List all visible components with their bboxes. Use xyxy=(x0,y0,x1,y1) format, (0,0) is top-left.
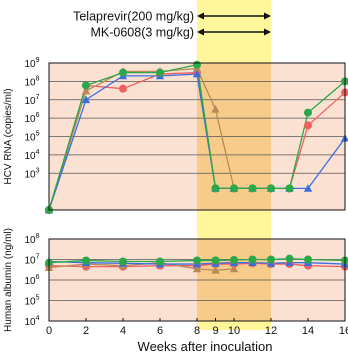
y-tick-label: 107 xyxy=(24,254,39,267)
data-point-orange xyxy=(229,264,239,273)
data-point-green xyxy=(82,81,90,90)
data-point-green xyxy=(156,68,164,77)
treatment-legend: Telaprevir(200 mg/kg) MK-0608(3 mg/kg) xyxy=(73,10,271,40)
x-tick-label: 8 xyxy=(194,325,200,337)
y-tick-label: 107 xyxy=(24,94,39,107)
data-point-orange xyxy=(211,266,220,274)
data-point-green xyxy=(285,254,294,263)
data-point-green xyxy=(211,184,220,193)
data-point-green xyxy=(267,255,275,264)
data-point-blue xyxy=(303,184,313,192)
y-tick-label: 108 xyxy=(24,75,39,88)
arrow-head-left xyxy=(197,12,204,20)
data-point-green xyxy=(193,60,201,69)
x-tick-label: 10 xyxy=(228,325,240,337)
data-point-green xyxy=(119,68,127,77)
data-point-orange xyxy=(192,264,202,273)
data-point-orange xyxy=(211,105,220,113)
y-tick-label: 108 xyxy=(24,233,39,246)
series-line-green xyxy=(48,64,346,211)
y-tick-label: 104 xyxy=(24,149,39,162)
data-point-blue xyxy=(340,134,348,142)
data-point-red xyxy=(119,84,127,93)
treatment-label: Telaprevir(200 mg/kg) xyxy=(73,10,194,24)
top-gridlines xyxy=(49,62,345,174)
y-tick-label: 106 xyxy=(24,274,39,287)
data-point-green xyxy=(248,184,257,193)
arrow-head-right xyxy=(264,12,271,20)
data-point-green xyxy=(304,255,312,264)
data-point-green xyxy=(82,256,90,265)
y-tick-label: 106 xyxy=(24,112,39,125)
data-point-green xyxy=(267,184,275,193)
data-point-green xyxy=(304,108,312,117)
bottom-y-tick-labels: 104 105 106 107 108 xyxy=(24,233,39,328)
data-point-green xyxy=(230,184,238,193)
y-tick-label: 109 xyxy=(24,57,39,70)
top-plot-frame xyxy=(48,62,346,211)
treatment-label: MK-0608(3 mg/kg) xyxy=(90,26,194,40)
arrow-head-right xyxy=(264,28,271,36)
x-tick-label: 14 xyxy=(302,325,314,337)
x-tick-label: 6 xyxy=(157,325,163,337)
data-point-red xyxy=(304,121,312,130)
data-point-green xyxy=(193,256,201,265)
data-point-green xyxy=(285,184,294,193)
x-tick-label: 2 xyxy=(83,325,89,337)
bottom-y-axis-label: Human albumin (ng/ml) xyxy=(3,228,14,332)
y-tick-label: 104 xyxy=(24,315,39,328)
data-point-blue xyxy=(81,95,91,104)
data-point-green xyxy=(119,257,127,266)
top-panel: 103 104 105 106 107 108 109 HCV RNA (copies/ml… xyxy=(3,57,348,214)
data-point-green xyxy=(211,256,220,265)
top-series xyxy=(44,60,348,214)
data-point-green xyxy=(156,257,164,266)
arrow-head-left xyxy=(197,28,204,36)
x-tick-labels: 0 2 4 6 89 10 12 14 16 xyxy=(46,318,348,337)
data-point-blue xyxy=(192,69,202,78)
bottom-plot-frame xyxy=(48,238,346,322)
top-y-tick-labels: 103 104 105 106 107 108 109 xyxy=(24,57,39,180)
data-point-green xyxy=(230,255,238,264)
x-tick-label: 12 xyxy=(265,325,277,337)
data-point-green xyxy=(248,255,257,264)
x-tick-label: 4 xyxy=(120,325,126,337)
x-axis-label: Weeks after inoculation xyxy=(138,339,273,354)
y-tick-label: 103 xyxy=(24,167,39,180)
y-tick-label: 105 xyxy=(24,131,39,144)
bottom-series xyxy=(44,254,348,274)
top-y-axis-label: HCV RNA (copies/ml) xyxy=(3,88,14,184)
x-tick-label: 16 xyxy=(339,325,348,337)
data-point-orange xyxy=(81,86,91,95)
x-tick-label: 0 xyxy=(46,325,52,337)
y-tick-label: 105 xyxy=(24,295,39,308)
bottom-panel: 104 105 106 107 108 0 2 4 6 89 10 12 14 16 Human alb… xyxy=(3,228,348,354)
x-tick-label: 9 xyxy=(212,325,218,337)
